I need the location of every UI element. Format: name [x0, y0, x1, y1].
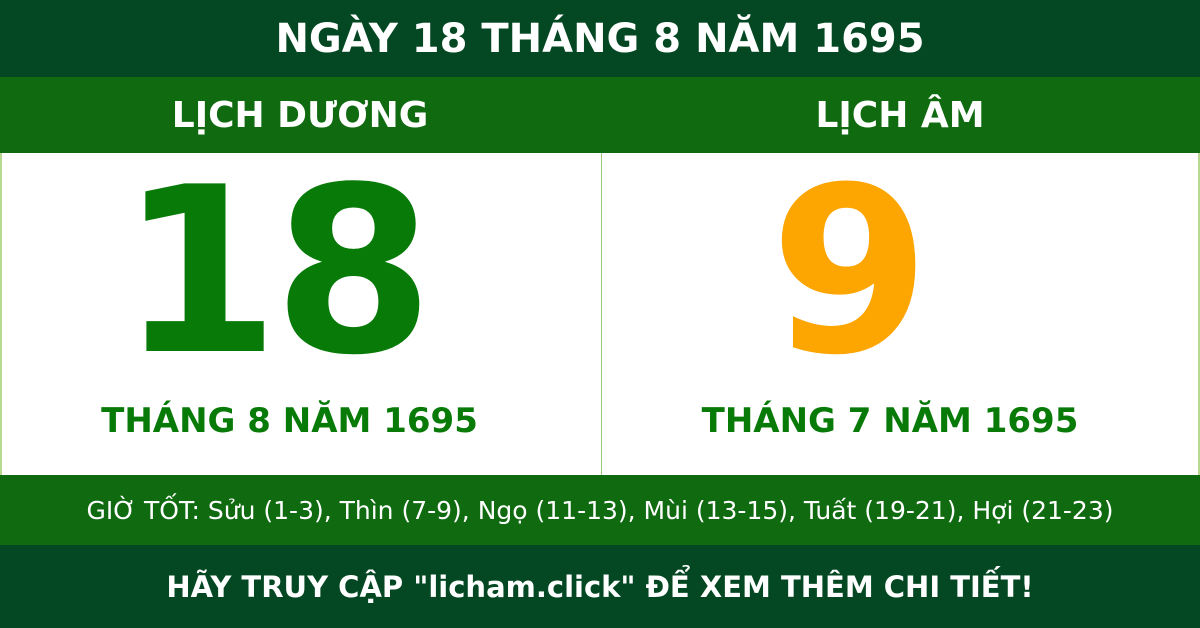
solar-month-year: THÁNG 8 NĂM 1695 [101, 401, 478, 441]
lunar-day: 9 [769, 155, 930, 391]
lunar-heading: LỊCH ÂM [815, 94, 985, 136]
lunar-column: 9 THÁNG 7 NĂM 1695 [602, 153, 1200, 475]
solar-day: 18 [119, 155, 433, 391]
good-hours: GIỜ TỐT: Sửu (1-3), Thìn (7-9), Ngọ (11-… [0, 475, 1200, 545]
page-title: NGÀY 18 THÁNG 8 NĂM 1695 [0, 0, 1200, 77]
column-headings: LỊCH DƯƠNG LỊCH ÂM [0, 77, 1200, 153]
lunar-month-year: THÁNG 7 NĂM 1695 [701, 401, 1079, 441]
solar-heading: LỊCH DƯƠNG [171, 94, 429, 136]
solar-column: 18 THÁNG 8 NĂM 1695 [2, 153, 602, 475]
calendar-body: 18 THÁNG 8 NĂM 1695 9 THÁNG 7 NĂM 1695 [0, 153, 1200, 475]
call-to-action: HÃY TRUY CẬP "licham.click" ĐỂ XEM THÊM … [0, 545, 1200, 628]
